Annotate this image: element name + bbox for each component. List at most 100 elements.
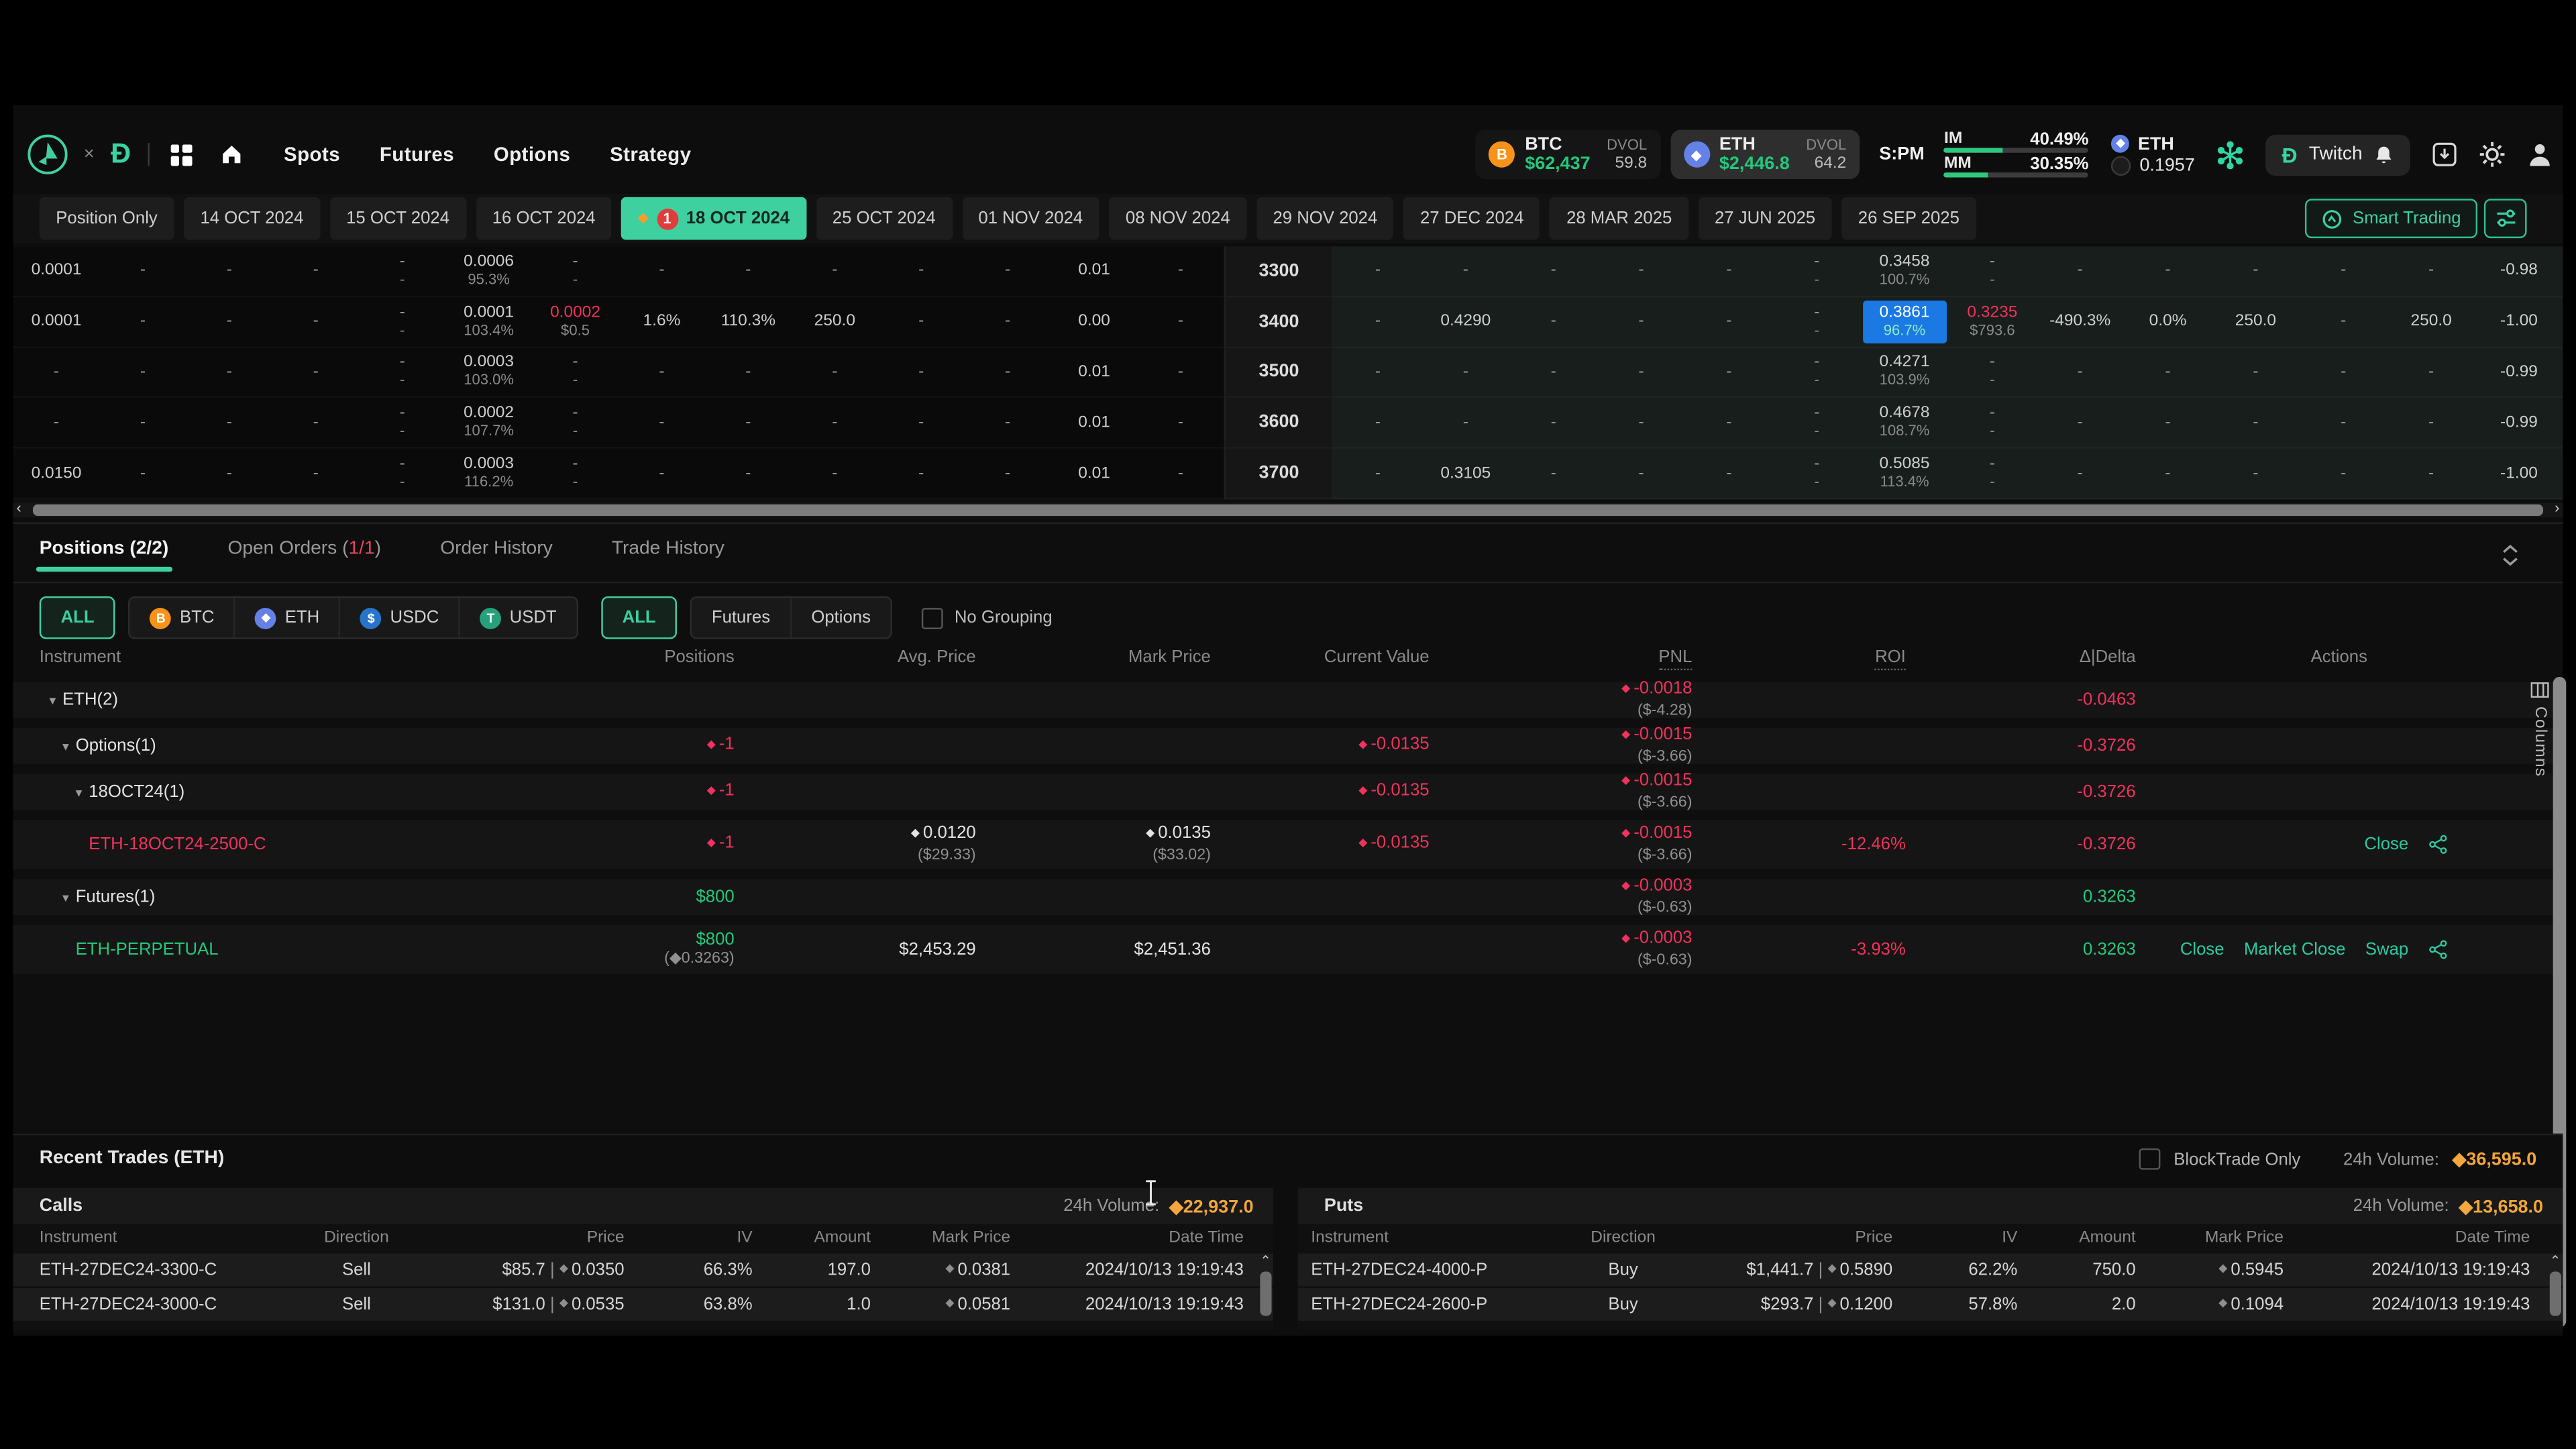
chain-cell[interactable]: 0.4271 103.9% (1879, 354, 1930, 389)
chain-cell[interactable]: 0.01 (1078, 363, 1110, 382)
chain-cell[interactable]: -- (572, 354, 578, 389)
trade-row[interactable]: ETH-27DEC24-4000-P Buy $1,441.7 | ◆ 0.5890 6… (1297, 1253, 2563, 1288)
brand-logo-icon[interactable] (26, 133, 69, 176)
chain-cell[interactable]: 0.01 (1078, 413, 1110, 432)
chain-cell[interactable]: 0.0001 (31, 262, 82, 280)
chain-cell[interactable]: - (2077, 413, 2083, 432)
chain-cell[interactable]: 0.00 (1078, 312, 1110, 331)
instrument-cell[interactable]: ▾ ETH(2) (49, 682, 118, 718)
chain-cell[interactable]: - (2165, 413, 2171, 432)
ticker-btc[interactable]: B BTC $62,437 DVOL 59.8 (1475, 129, 1660, 179)
scroll-up-icon[interactable]: ⌃ (2549, 1253, 2561, 1269)
type-filter-options[interactable]: Options (790, 598, 891, 638)
no-grouping-toggle[interactable]: No Grouping (921, 606, 1053, 629)
chain-cell[interactable]: - (2341, 413, 2347, 432)
instrument-cell[interactable]: ▾ Futures(1) (62, 879, 155, 915)
chain-cell[interactable]: -- (1989, 405, 1995, 439)
action-close[interactable]: Close (2364, 835, 2409, 855)
gear-icon[interactable] (2479, 142, 2506, 168)
chain-cell[interactable]: - (1726, 312, 1732, 331)
download-icon[interactable] (2431, 142, 2457, 168)
chain-cell[interactable]: - (140, 464, 146, 482)
home-icon[interactable] (218, 142, 244, 168)
chain-cell[interactable]: - (226, 262, 232, 280)
chain-cell[interactable]: 250.0 (2410, 312, 2452, 331)
currency-filter-usdc[interactable]: $ USDC (339, 598, 459, 638)
chain-cell[interactable]: - (1550, 262, 1556, 280)
chain-cell[interactable]: - (1375, 363, 1381, 382)
chain-cell[interactable]: 250.0 (2235, 312, 2277, 331)
chain-cell[interactable]: - (2077, 464, 2083, 482)
menu-item-strategy[interactable]: Strategy (610, 143, 692, 166)
chain-cell[interactable]: - (2428, 413, 2434, 432)
chain-cell[interactable]: - (1726, 464, 1732, 482)
expiry-tab-18-oct-2024[interactable]: ◆ 1 18 OCT 2024 (621, 197, 806, 240)
chain-cell[interactable]: 0.3235 $793.6 (1967, 303, 2018, 338)
chain-cell[interactable]: - (2077, 363, 2083, 382)
chain-cell[interactable]: - (1005, 262, 1011, 280)
chain-cell[interactable]: - (918, 262, 924, 280)
chain-cell[interactable]: - (1638, 363, 1644, 382)
trade-row[interactable]: ETH-27DEC24-3000-C Sell $131.0 | ◆ 0.0535 63… (13, 1287, 1273, 1323)
chain-cell[interactable]: -- (1814, 455, 1820, 490)
chain-cell[interactable]: - (918, 312, 924, 331)
expiry-tab-27-dec-2024[interactable]: 27 DEC 2024 (1403, 197, 1540, 240)
chain-cell[interactable]: - (1726, 363, 1732, 382)
chain-cell[interactable]: -- (1814, 405, 1820, 439)
chain-cell[interactable]: - (140, 262, 146, 280)
chain-cell[interactable]: - (745, 464, 751, 482)
chain-cell[interactable]: - (1005, 464, 1011, 482)
chain-cell[interactable]: -0.99 (2500, 363, 2538, 382)
chain-cell[interactable]: - (918, 464, 924, 482)
expiry-tab-01-nov-2024[interactable]: 01 NOV 2024 (961, 197, 1099, 240)
chain-cell[interactable]: -- (1989, 354, 1995, 389)
chain-cell[interactable]: - (313, 363, 319, 382)
chain-cell[interactable]: -0.98 (2500, 262, 2538, 280)
chain-cell[interactable]: - (1638, 413, 1644, 432)
chain-cell[interactable]: -- (1814, 303, 1820, 338)
chain-cell[interactable]: - (659, 363, 665, 382)
chain-cell[interactable]: - (313, 262, 319, 280)
chain-cell[interactable]: - (1005, 363, 1011, 382)
caret-down-icon[interactable]: ▾ (75, 784, 83, 800)
chain-cell[interactable]: 0.0006 95.3% (464, 252, 515, 288)
expiry-tab-08-nov-2024[interactable]: 08 NOV 2024 (1109, 197, 1247, 240)
chain-cell[interactable]: 250.0 (814, 312, 855, 331)
expiry-tab-29-nov-2024[interactable]: 29 NOV 2024 (1256, 197, 1394, 240)
chain-cell[interactable]: - (2165, 363, 2171, 382)
chain-cell[interactable]: - (1462, 363, 1468, 382)
type-filter-all[interactable]: ALL (600, 596, 678, 639)
expiry-tab-position-only[interactable]: Position Only (39, 197, 174, 240)
chain-cell[interactable]: - (1177, 413, 1184, 432)
chain-cell[interactable]: -1.00 (2500, 312, 2538, 331)
currency-filter-usdt[interactable]: T USDT (458, 598, 577, 638)
chain-cell[interactable]: - (2077, 262, 2083, 280)
currency-filter-btc[interactable]: B BTC (130, 598, 234, 638)
chain-cell[interactable]: - (226, 464, 232, 482)
scroll-up-icon[interactable]: ⌃ (1260, 1253, 1271, 1269)
chain-cell[interactable]: - (2253, 464, 2259, 482)
chain-cell[interactable]: - (2253, 262, 2259, 280)
chain-cell[interactable]: 0.0150 (31, 464, 82, 482)
chain-cell[interactable]: - (53, 413, 60, 432)
calls-scrollbar[interactable]: ⌃ (1260, 1253, 1272, 1320)
chain-cell[interactable]: -- (1989, 252, 1995, 288)
chain-cell[interactable]: 0.3458 100.7% (1879, 252, 1930, 288)
instrument-cell[interactable]: ▾ Options(1) (62, 728, 156, 764)
tab-positions[interactable]: Positions (2/2) (36, 539, 172, 572)
chain-cell[interactable]: - (918, 363, 924, 382)
smart-trading-button[interactable]: Smart Trading (2305, 199, 2478, 239)
chain-cell[interactable]: - (1177, 363, 1184, 382)
chain-cell[interactable]: - (1375, 464, 1381, 482)
chain-cell[interactable]: -- (1989, 455, 1995, 490)
chain-cell[interactable]: - (2341, 312, 2347, 331)
deribit-logo-icon[interactable]: Đ (111, 138, 131, 170)
caret-down-icon[interactable]: ▾ (62, 890, 69, 905)
blocktrade-checkbox[interactable] (2139, 1148, 2161, 1170)
tab-trade-history[interactable]: Trade History (611, 539, 724, 559)
chain-cell[interactable]: -- (399, 455, 405, 490)
chain-cell[interactable]: -- (399, 354, 405, 389)
chain-cell[interactable]: - (226, 413, 232, 432)
snowflake-network-icon[interactable] (2216, 140, 2245, 169)
chain-cell[interactable]: - (1726, 413, 1732, 432)
